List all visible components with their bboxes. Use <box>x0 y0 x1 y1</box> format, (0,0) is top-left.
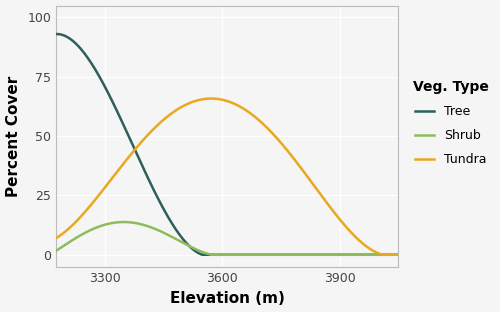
Y-axis label: Percent Cover: Percent Cover <box>6 76 20 197</box>
Legend: Tree, Shrub, Tundra: Tree, Shrub, Tundra <box>408 75 494 171</box>
X-axis label: Elevation (m): Elevation (m) <box>170 291 285 306</box>
